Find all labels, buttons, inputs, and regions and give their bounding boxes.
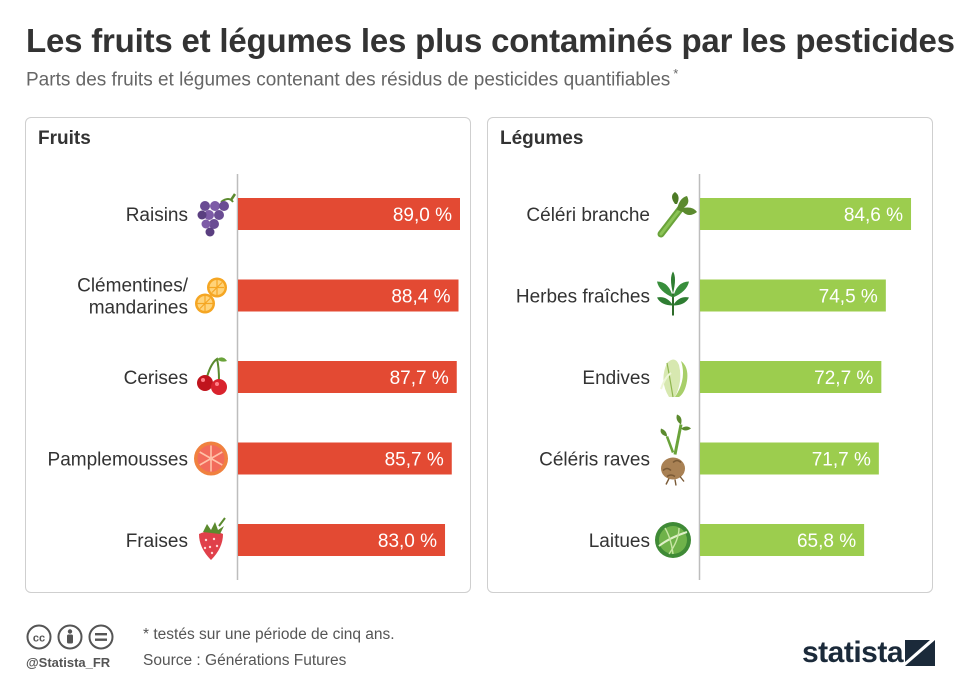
- category-label: Céléris raves: [539, 450, 650, 471]
- fruits-panel-title: Fruits: [38, 128, 91, 149]
- bar: [700, 524, 865, 556]
- endive-icon: [660, 359, 688, 398]
- strawberry-icon: [199, 517, 226, 560]
- value-label: 84,6 %: [844, 205, 903, 226]
- value-label: 74,5 %: [819, 287, 878, 308]
- category-label: Herbes fraîches: [516, 287, 650, 308]
- herbs-icon: [657, 271, 689, 316]
- value-label: 72,7 %: [814, 368, 873, 389]
- bar: [700, 442, 879, 475]
- celeriac-icon: [660, 414, 691, 486]
- celery-icon: [657, 192, 697, 238]
- cc-icon: cc: [26, 624, 52, 650]
- nd-icon: [88, 624, 114, 650]
- fruits-panel: Fruits 89,0 % Raisins 88,4 % Clémentines/…: [25, 117, 471, 593]
- page-subtitle: Parts des fruits et légumes contenant de…: [26, 66, 678, 91]
- bar: [700, 361, 882, 393]
- lettuce-icon: [655, 522, 691, 558]
- statista-logo: statista: [802, 636, 904, 669]
- legumes-panel: Légumes 84,6 % Céléri branche 74,5 % Herb…: [487, 117, 933, 593]
- svg-text:cc: cc: [33, 633, 45, 645]
- statista-handle: @Statista_FR: [26, 655, 111, 670]
- fruits-bar-chart: 89,0 % Raisins 88,4 % Clémentines/mandari…: [48, 174, 460, 580]
- value-label: 88,4 %: [391, 287, 450, 308]
- value-label: 65,8 %: [797, 531, 856, 552]
- category-label: Laitues: [589, 531, 650, 552]
- subtitle-footnote-mark: *: [673, 66, 679, 81]
- bar: [238, 524, 446, 556]
- category-label: Pamplemousses: [48, 450, 188, 471]
- legumes-bar-chart: 84,6 % Céléri branche 74,5 % Herbes fraîc…: [516, 174, 912, 580]
- bar: [238, 198, 460, 230]
- category-label: Cerises: [124, 368, 188, 389]
- category-label: Raisins: [126, 205, 188, 226]
- legumes-panel-title: Légumes: [500, 128, 584, 149]
- category-label: Clémentines/mandarines: [77, 276, 189, 319]
- bar: [238, 361, 457, 393]
- cherries-icon: [197, 357, 227, 395]
- page-title: Les fruits et légumes les plus contaminé…: [26, 22, 955, 59]
- value-label: 85,7 %: [385, 450, 444, 471]
- value-label: 89,0 %: [393, 205, 452, 226]
- value-label: 83,0 %: [378, 531, 437, 552]
- citrus-icon: [195, 277, 227, 314]
- subtitle-text: Parts des fruits et légumes contenant de…: [26, 69, 671, 91]
- by-icon: [57, 624, 83, 650]
- grapes-icon: [197, 193, 237, 237]
- category-label: Céléri branche: [526, 205, 650, 226]
- value-label: 87,7 %: [390, 368, 449, 389]
- grapefruit-icon: [194, 441, 228, 476]
- bar: [700, 198, 912, 230]
- footnote: * testés sur une période de cinq ans.: [143, 626, 395, 643]
- value-label: 71,7 %: [812, 450, 871, 471]
- source-note: Source : Générations Futures: [143, 652, 347, 669]
- category-label: Fraises: [126, 531, 188, 552]
- category-label: Endives: [582, 368, 650, 389]
- bar: [700, 279, 886, 312]
- bar: [238, 442, 452, 475]
- bar: [238, 279, 459, 312]
- statista-logo-mark-icon: [905, 640, 935, 666]
- license-icons: cc: [26, 624, 126, 657]
